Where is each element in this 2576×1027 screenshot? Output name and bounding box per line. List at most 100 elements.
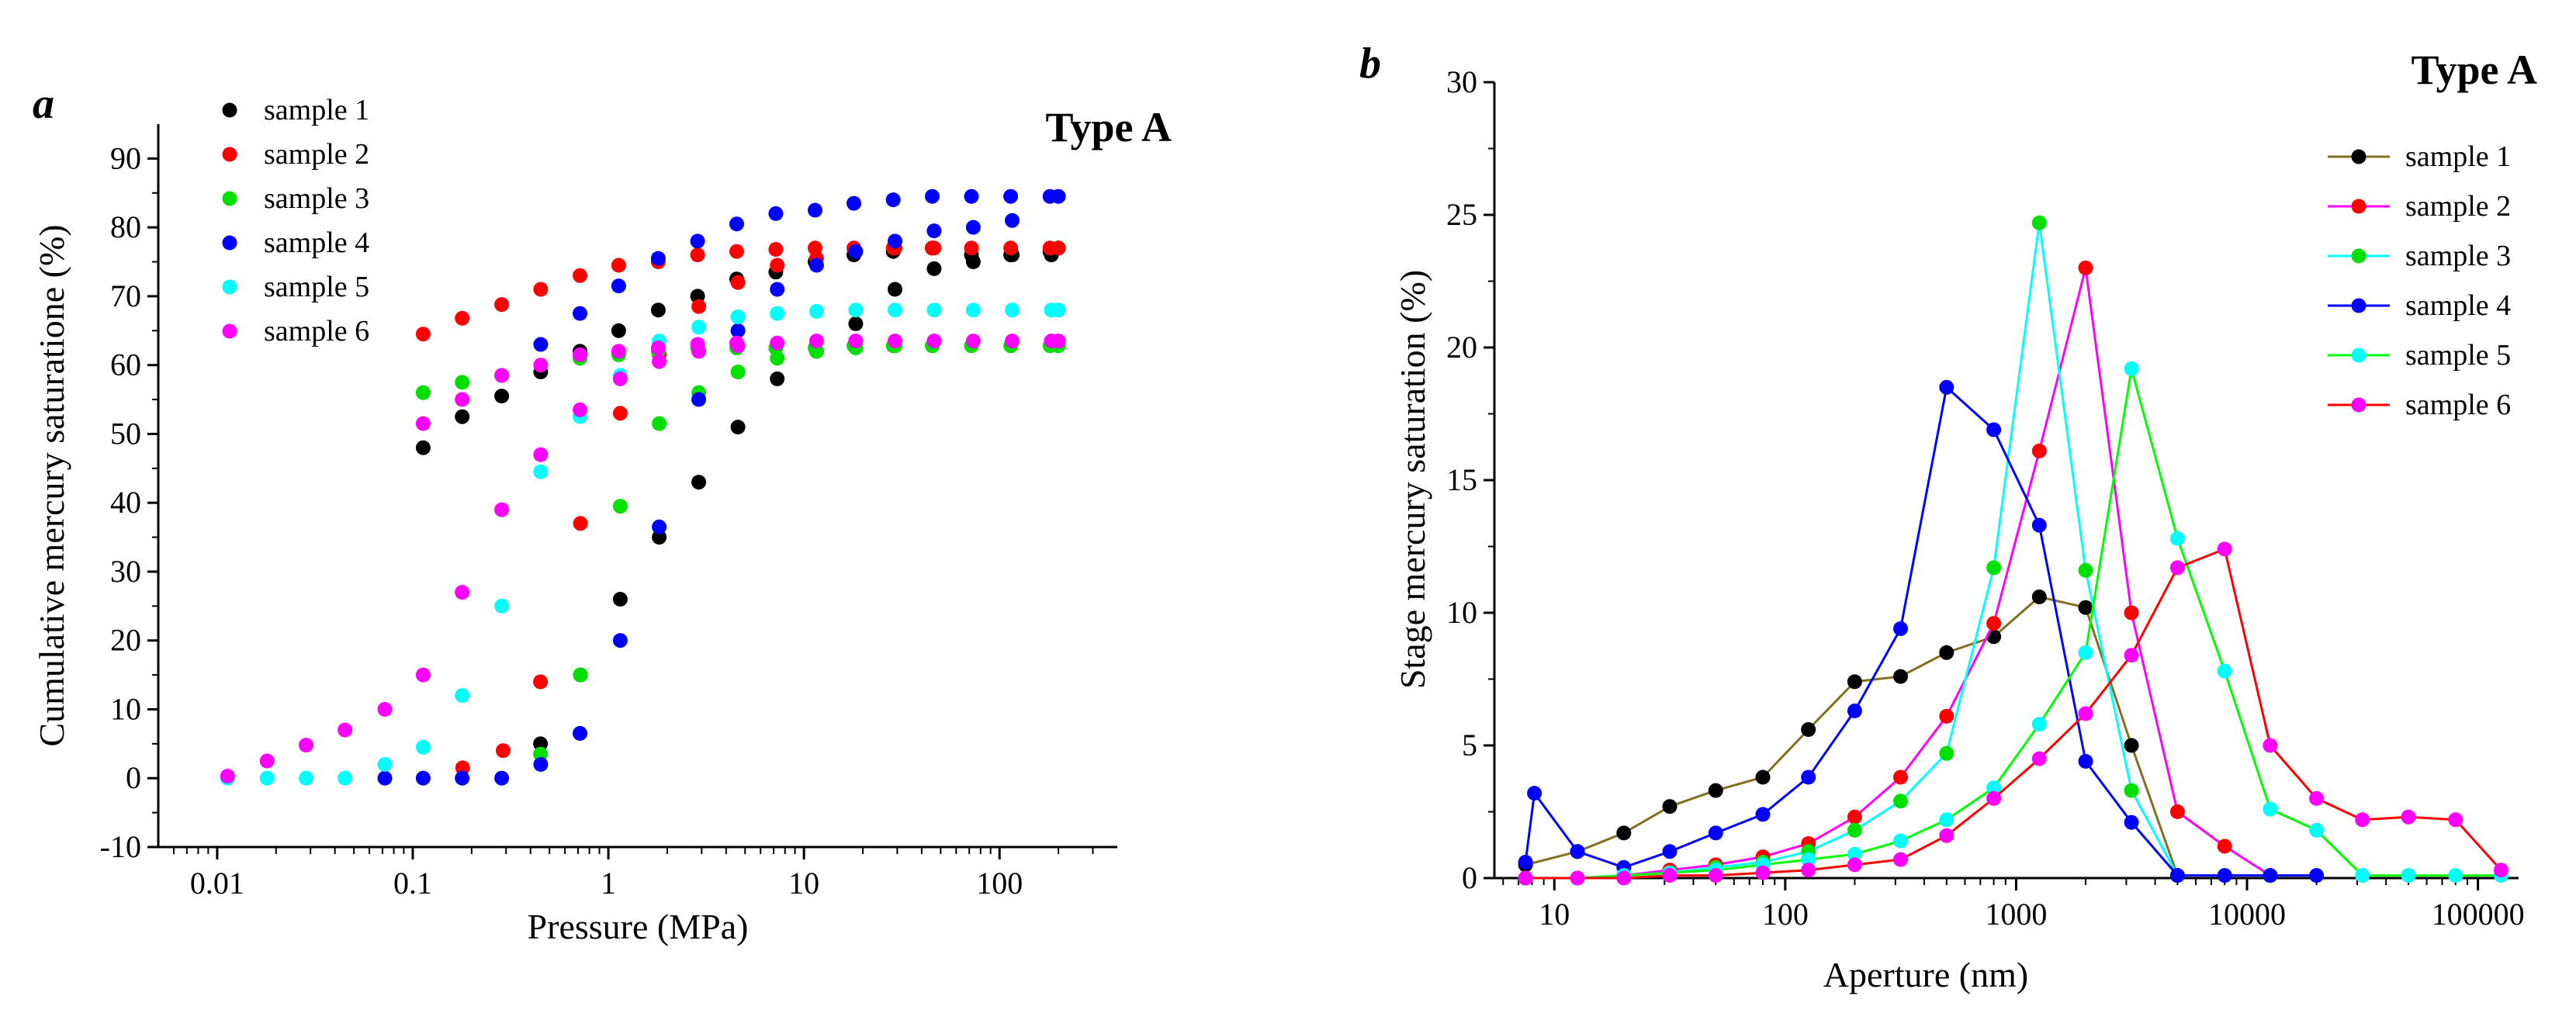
data-point <box>965 220 981 235</box>
data-point <box>848 244 864 259</box>
data-point <box>1755 865 1771 880</box>
data-point <box>652 416 667 431</box>
data-point <box>2355 868 2370 883</box>
legend-label: sample 5 <box>264 271 369 303</box>
data-point <box>926 261 942 276</box>
data-point <box>2263 801 2278 817</box>
y-tick-label: 25 <box>1446 197 1477 232</box>
data-point <box>2031 517 2047 533</box>
data-point <box>377 757 393 772</box>
data-point <box>612 406 628 421</box>
panel-b-letter: b <box>1359 40 1381 88</box>
data-point <box>573 726 587 741</box>
data-point <box>1003 240 1019 256</box>
data-point <box>1893 794 1908 809</box>
data-point <box>1051 334 1066 349</box>
data-point <box>691 475 707 490</box>
data-point <box>926 303 942 318</box>
data-point <box>770 371 785 386</box>
y-tick-label: 60 <box>110 348 141 382</box>
x-tick-label: 0.1 <box>393 866 432 901</box>
data-point <box>299 738 313 753</box>
data-point <box>730 323 746 338</box>
data-point <box>533 282 549 297</box>
data-point <box>377 702 393 717</box>
data-point <box>888 282 902 297</box>
data-point <box>2309 790 2325 806</box>
data-point <box>925 188 940 204</box>
legend-label: sample 4 <box>264 226 369 259</box>
data-point <box>494 389 510 404</box>
data-point <box>455 375 470 390</box>
x-tick-label: 10000 <box>2208 897 2286 932</box>
data-point <box>573 402 587 417</box>
panel-b: b Type A 0 5 10 15 20 25 30 10 100 1000 10000 10000… <box>1359 40 2537 994</box>
data-point <box>415 770 431 786</box>
panel-a: a Type A -10 0 10 20 30 40 50 60 70 80 90 0.01 0.1 1 1… <box>32 80 1172 946</box>
data-point <box>494 598 510 614</box>
data-point <box>2448 812 2463 828</box>
x-tick-label: 100 <box>976 866 1023 901</box>
y-tick-label: 15 <box>1446 462 1477 497</box>
series-3 <box>1518 215 2185 886</box>
data-point <box>2217 663 2232 679</box>
series-line <box>1525 547 2502 880</box>
series-4 <box>1518 379 2325 883</box>
data-point <box>965 303 981 318</box>
data-point <box>652 530 667 545</box>
data-point <box>770 306 785 321</box>
legend-marker <box>2351 348 2367 363</box>
legend: sample 1 sample 2 sample 3 sample 4 sample 5… <box>2328 140 2511 421</box>
data-point <box>770 282 785 297</box>
data-point <box>1801 769 1816 785</box>
data-point <box>768 206 784 221</box>
legend-marker <box>222 102 237 118</box>
data-point <box>415 385 431 400</box>
data-point <box>2124 648 2139 663</box>
data-point <box>573 516 588 531</box>
data-point <box>2078 754 2093 769</box>
data-point <box>2031 443 2047 458</box>
data-point <box>2031 717 2047 732</box>
data-point <box>259 770 275 786</box>
data-point <box>690 247 705 263</box>
data-point <box>455 760 470 776</box>
data-point <box>1005 334 1020 349</box>
data-point <box>1616 870 1632 886</box>
legend-label: sample 3 <box>264 182 369 215</box>
data-point <box>1847 822 1862 838</box>
data-point <box>730 275 746 290</box>
data-point <box>2217 839 2232 854</box>
series-3 <box>415 338 1066 762</box>
data-point <box>1518 855 1533 870</box>
data-point <box>729 244 744 259</box>
data-point <box>1847 846 1862 862</box>
legend-marker <box>222 147 237 162</box>
data-point <box>650 251 666 266</box>
y-tick-label: 20 <box>110 623 141 658</box>
data-point <box>729 216 744 232</box>
data-point <box>2169 531 2185 546</box>
data-point <box>2031 751 2047 766</box>
data-point <box>1986 422 2002 437</box>
series-line <box>1524 385 2317 877</box>
data-point <box>2169 868 2185 883</box>
panel-a-letter: a <box>33 80 54 128</box>
data-point <box>1893 621 1908 636</box>
data-point <box>2169 804 2185 819</box>
data-point <box>573 667 588 683</box>
data-point <box>1939 745 1955 761</box>
data-point <box>455 392 470 407</box>
data-point <box>650 341 666 355</box>
y-axis-title: Cumulative mercury saturatione (%) <box>32 224 71 746</box>
data-point <box>1801 863 1816 878</box>
data-point <box>494 297 510 313</box>
data-point <box>1939 828 1955 843</box>
data-point <box>338 770 353 786</box>
data-point <box>808 202 822 218</box>
y-tick-label: 0 <box>126 760 141 795</box>
data-point <box>611 323 626 338</box>
data-point <box>415 440 431 455</box>
data-point <box>1662 844 1678 859</box>
data-point <box>2078 706 2093 721</box>
